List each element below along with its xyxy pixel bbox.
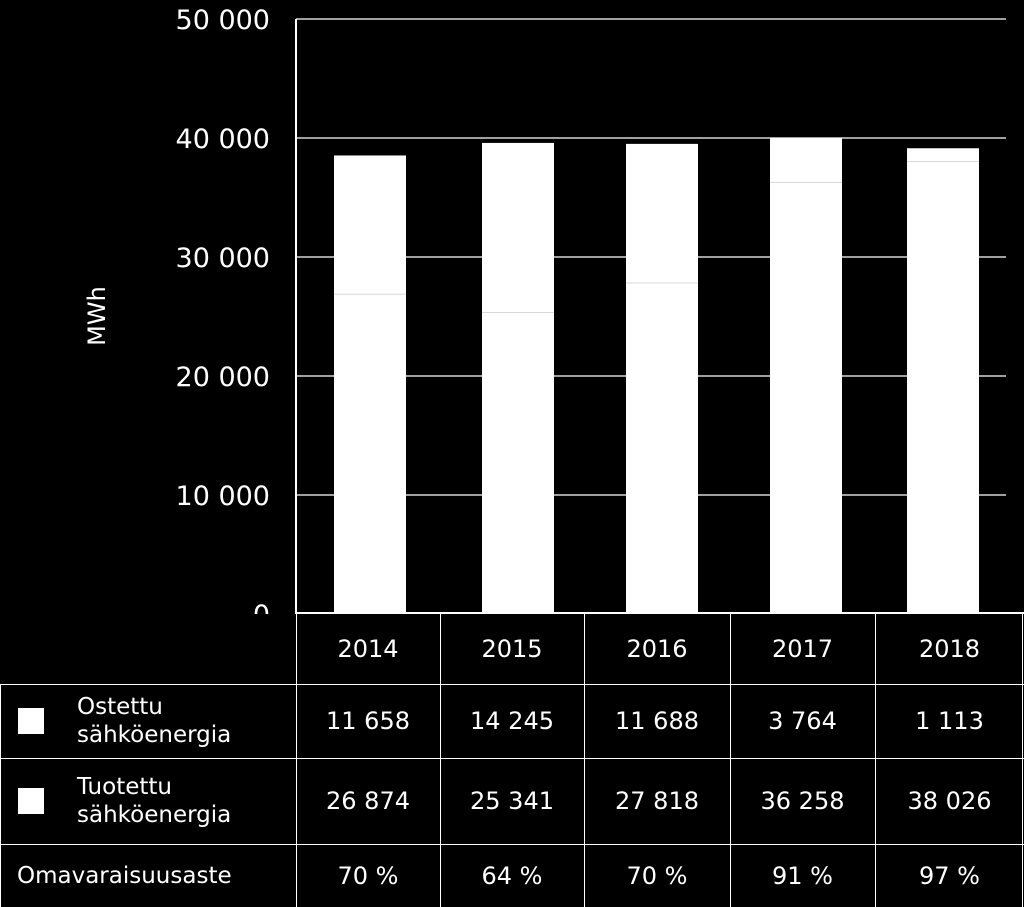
- table-divider: [584, 614, 585, 907]
- legend-swatch-produced: [18, 788, 44, 814]
- bars: [334, 137, 979, 614]
- table-divider: [0, 844, 1024, 845]
- table-divider: [0, 684, 1024, 685]
- purchased-energy-row: Ostettu sähköenergia 11 658 14 245 11 68…: [0, 684, 1024, 758]
- row-label-line: sähköenergia: [77, 722, 232, 748]
- row-label-line: Ostettu: [77, 694, 163, 720]
- table-divider: [0, 684, 1, 907]
- y-tick-labels: 0 10 000 20 000 30 000 40 000 50 000: [176, 5, 270, 614]
- data-table: 2014 2015 2016 2017 2018 Ostettu sähköen…: [0, 614, 1024, 907]
- chart-area: 0 10 000 20 000 30 000 40 000 50 000 MWh: [83, 5, 1024, 614]
- year-header-row: 2014 2015 2016 2017 2018: [0, 614, 1024, 684]
- table-cell: 70 %: [626, 861, 688, 890]
- table-divider: [296, 614, 297, 907]
- year-cell: 2018: [918, 635, 981, 663]
- bar-2016-purchased: [626, 143, 698, 283]
- table-divider: [440, 614, 441, 907]
- produced-energy-row: Tuotettu sähköenergia 26 874 25 341 27 8…: [0, 758, 1024, 844]
- y-tick-label: 0: [253, 600, 270, 614]
- year-cell: 2016: [626, 635, 688, 663]
- table-divider: [0, 758, 1024, 759]
- year-cell: 2015: [481, 635, 543, 663]
- table-cell: 25 341: [470, 787, 554, 815]
- y-axis-label: MWh: [83, 286, 111, 346]
- bar-2015-purchased: [482, 142, 554, 313]
- table-cell: 11 658: [326, 707, 410, 735]
- table-cell: 26 874: [326, 787, 410, 815]
- row-label: Tuotettu sähköenergia: [0, 758, 296, 844]
- row-label: Omavaraisuusaste: [17, 862, 232, 889]
- table-cell: 38 026: [907, 787, 992, 815]
- table-divider: [730, 614, 731, 907]
- table-cell: 3 764: [768, 707, 837, 735]
- table-divider: [1022, 614, 1023, 907]
- y-tick-label: 30 000: [176, 243, 270, 274]
- y-tick-label: 10 000: [176, 481, 270, 512]
- bar-2018-produced: [907, 161, 979, 614]
- y-tick-label: 20 000: [176, 362, 270, 393]
- row-label-line: sähköenergia: [77, 802, 232, 828]
- bar-2014-produced: [334, 294, 406, 614]
- bar-2016-produced: [626, 282, 698, 614]
- self-sufficiency-row: Omavaraisuusaste 70 % 64 % 70 % 91 % 97 …: [0, 844, 1024, 907]
- table-cell: 27 818: [615, 787, 699, 815]
- legend-swatch-purchased: [18, 708, 44, 734]
- bar-2018-purchased: [907, 148, 979, 162]
- table-cell: 11 688: [615, 707, 699, 735]
- table-cell: 70 %: [337, 861, 399, 890]
- table-cell: 91 %: [772, 861, 833, 890]
- row-label: Ostettu sähköenergia: [0, 684, 296, 758]
- bar-2014-purchased: [334, 155, 406, 295]
- bar-2015-produced: [482, 312, 554, 614]
- table-divider: [875, 614, 876, 907]
- bar-2017-purchased: [770, 137, 842, 183]
- y-tick-label: 40 000: [176, 124, 270, 155]
- year-cell: 2017: [771, 635, 834, 663]
- table-cell: 1 113: [915, 707, 984, 735]
- table-cell: 14 245: [470, 707, 554, 735]
- table-cell: 64 %: [481, 861, 543, 890]
- y-tick-label: 50 000: [176, 5, 270, 36]
- row-label-line: Tuotettu: [77, 774, 172, 800]
- year-cell: 2014: [337, 635, 399, 663]
- table-cell: 36 258: [760, 787, 845, 815]
- bar-2017-produced: [770, 182, 842, 614]
- table-cell: 97 %: [919, 861, 980, 890]
